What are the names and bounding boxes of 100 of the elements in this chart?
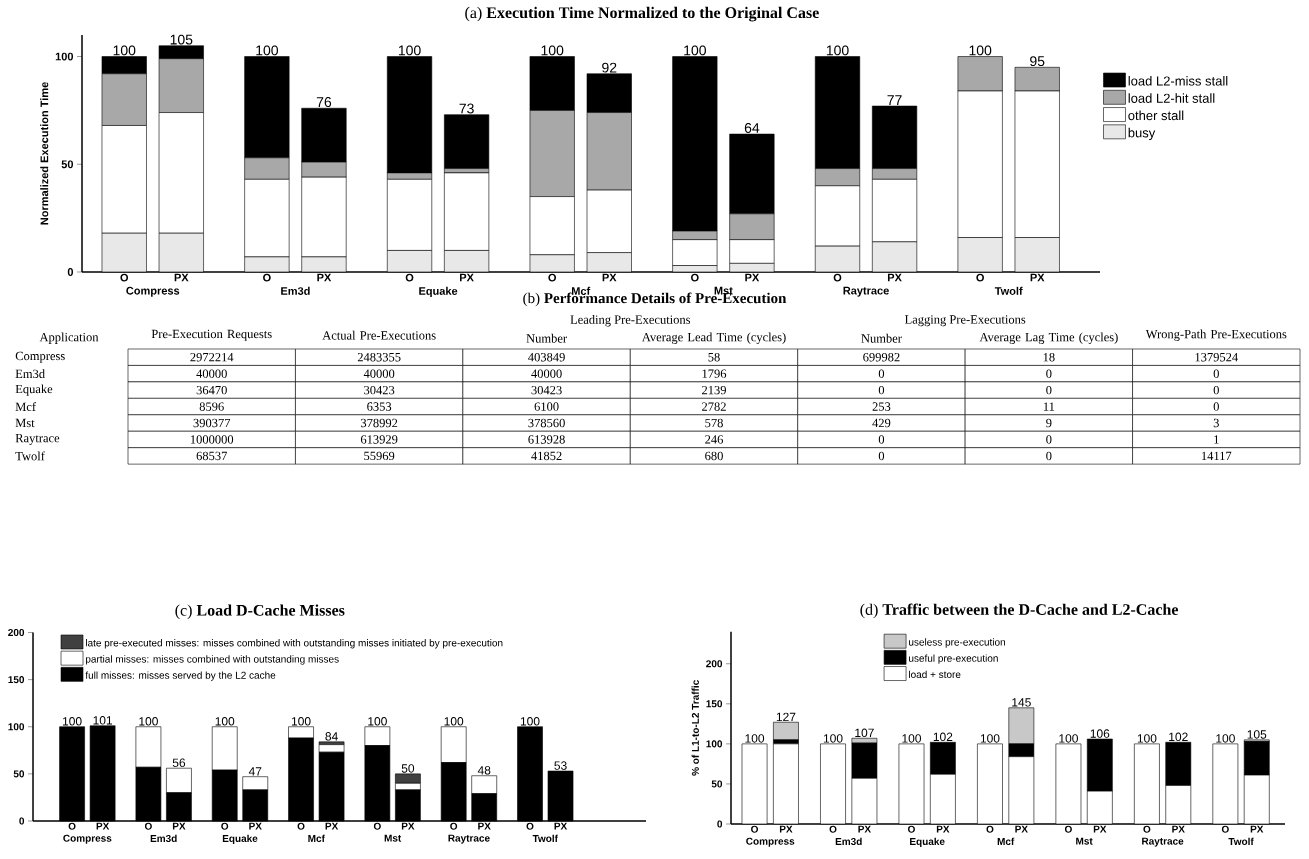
x-tick-label: Number (526, 333, 567, 343)
total-label: 100 (969, 45, 992, 56)
data-label: 0 (878, 435, 885, 444)
text: Equake (910, 837, 945, 847)
total-label: 56 (172, 758, 186, 767)
x-tick-label: O (405, 273, 414, 282)
data-label: 578 (705, 418, 723, 428)
y-axis-title: % of L1-to-L2 Traffic (691, 680, 699, 776)
legend-label: useful pre-execution (909, 654, 998, 664)
data-label: 0 (878, 369, 885, 378)
data-label: 613928 (528, 435, 565, 444)
y-tick-label: Raytrace (15, 434, 60, 445)
y-tick-label: Mst (15, 418, 35, 428)
text: Twolf (532, 834, 558, 843)
legend-label: other stall (1128, 110, 1184, 121)
total-label: 53 (554, 761, 567, 770)
y-axis-title: Normalized Execution Time (40, 82, 49, 225)
y-tick-label: Twolf (15, 451, 45, 461)
total-label: 100 (139, 717, 158, 726)
x-tick-label: Average Lag Time (cycles) (979, 332, 1118, 344)
total-label: 95 (1030, 56, 1045, 67)
total-label: 100 (398, 45, 421, 56)
total-label: 100 (980, 734, 1000, 743)
data-label: 18 (1043, 353, 1055, 362)
x-tick-label: PX (460, 273, 474, 282)
x-tick-label: O (833, 273, 842, 282)
text: Lagging Pre-Executions (904, 315, 1026, 327)
x-tick-label: PX (96, 822, 110, 830)
total-label: 105 (170, 34, 193, 45)
y-tick-label: Mcf (15, 402, 37, 412)
legend-label: partial misses: misses combined with outstanding misses (85, 655, 339, 665)
x-tick-label: O (297, 822, 305, 830)
data-label: 0 (1213, 369, 1219, 378)
data-label: 40000 (196, 369, 227, 378)
legend-label: load L2-hit stall (1128, 93, 1215, 103)
x-tick-label: PX (325, 822, 339, 830)
chart-title: (d) Traffic between the D-Cache and L2-Cache (860, 603, 1179, 619)
x-tick-label: Average Lead Time (cycles) (641, 332, 786, 344)
chart-title: (a) Execution Time Normalized to the Original Case (465, 6, 819, 22)
total-label: 73 (459, 103, 474, 114)
data-label: 390377 (193, 418, 231, 428)
total-label: 84 (325, 732, 338, 741)
x-tick-label: O (976, 273, 984, 282)
data-label: 1000000 (190, 435, 234, 444)
x-tick-label: PX (779, 825, 793, 833)
data-label: 40000 (531, 369, 562, 378)
legend-label: load + store (909, 670, 961, 678)
y-axis-title: Application (39, 332, 99, 344)
data-label: 6100 (534, 402, 559, 411)
total-label: 64 (744, 122, 760, 133)
data-label: 58 (708, 353, 720, 362)
x-tick-label: O (691, 273, 699, 282)
total-label: 107 (855, 728, 874, 738)
total-label: 100 (113, 45, 136, 56)
data-label: 0 (1213, 402, 1219, 411)
x-tick-label: O (120, 273, 129, 282)
legend-label: load L2-miss stall (1128, 76, 1228, 86)
x-tick-label: O (263, 273, 271, 282)
x-tick-label: PX (858, 825, 871, 833)
x-tick-label: PX (602, 273, 617, 282)
y-tick-label: 0 (19, 817, 25, 825)
total-label: 100 (291, 717, 311, 726)
data-label: 30423 (364, 385, 395, 395)
x-tick-label: Wrong-Path Pre-Executions (1145, 329, 1287, 341)
text: Mcf (308, 834, 325, 843)
text: Em3d (835, 837, 862, 846)
x-tick-label: PX (172, 822, 186, 830)
data-label: 378560 (528, 418, 565, 428)
data-label: 2972214 (190, 353, 234, 362)
data-label: 0 (1046, 385, 1052, 395)
data-label: 3 (1213, 418, 1219, 428)
total-label: 100 (444, 717, 464, 726)
total-label: 100 (826, 45, 849, 56)
y-tick-label: 50 (13, 770, 25, 778)
x-tick-label: Number (861, 333, 902, 343)
y-tick-label: 50 (61, 160, 74, 169)
text: Em3d (281, 286, 310, 295)
total-label: 145 (1012, 698, 1031, 707)
data-label: 55969 (364, 451, 395, 461)
y-tick-label: Equake (15, 384, 53, 396)
text: Equake (419, 286, 458, 298)
total-label: 100 (1137, 734, 1157, 743)
y-tick-label: 100 (55, 52, 74, 61)
data-label: 0 (1213, 385, 1219, 395)
total-label: 102 (1169, 732, 1188, 742)
legend-label: busy (1128, 127, 1156, 140)
x-tick-label: PX (1015, 825, 1028, 833)
x-tick-label: PX (1030, 273, 1045, 282)
y-tick-label: 100 (8, 723, 25, 731)
x-tick-label: PX (1250, 825, 1264, 833)
data-label: 11 (1043, 402, 1055, 411)
y-tick-label: 0 (67, 268, 74, 276)
data-label: 2139 (702, 385, 726, 395)
x-tick-label: PX (887, 273, 902, 282)
data-label: 40000 (363, 369, 395, 378)
text: Twolf (994, 286, 1023, 295)
x-tick-label: PX (478, 822, 491, 830)
y-tick-label: 150 (8, 676, 25, 684)
text: Leading Pre-Executions (570, 315, 691, 327)
data-label: 0 (1046, 435, 1052, 444)
